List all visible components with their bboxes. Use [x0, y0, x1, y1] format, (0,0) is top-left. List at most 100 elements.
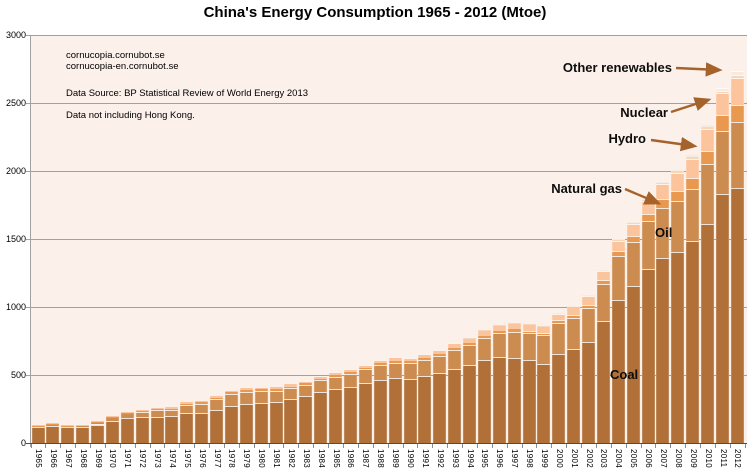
x-axis-line [26, 443, 747, 444]
label-nuclear: Nuclear [620, 105, 668, 120]
bar-segment-1985-hydro [329, 372, 343, 376]
bar-segment-1972-oil [135, 411, 149, 418]
y-tick-3000 [26, 35, 30, 36]
bar-segment-1968-coal [76, 427, 90, 443]
bar-segment-1987-coal [358, 383, 372, 443]
bar-segment-2005-oil [626, 241, 640, 287]
x-tick [625, 444, 627, 448]
bar-segment-1997-coal [507, 358, 521, 443]
x-tick [253, 444, 255, 448]
bar-segment-1974-natural_gas [165, 408, 179, 410]
y-axis-label-2000: 2000 [5, 166, 26, 176]
bar-segment-1986-oil [343, 373, 357, 387]
bar-segment-1973-coal [150, 416, 164, 443]
bar-segment-1996-hydro [492, 324, 506, 331]
bar-segment-1982-natural_gas [284, 386, 298, 389]
bar-segment-2009-hydro [686, 158, 700, 178]
bar-segment-1994-hydro [463, 337, 477, 344]
bar-segment-1976-oil [195, 403, 209, 414]
bar-segment-1992-coal [433, 373, 447, 443]
x-axis-label-1988: 1988 [376, 449, 386, 468]
x-axis-label-1986: 1986 [346, 449, 356, 468]
x-tick [209, 444, 211, 448]
x-axis-label-2011: 2011 [718, 449, 728, 468]
gridline-1000 [30, 307, 747, 308]
x-axis-label-1974: 1974 [167, 449, 177, 468]
x-tick [670, 444, 672, 448]
bar-segment-1984-oil [314, 380, 328, 393]
bar-segment-1979-hydro [239, 388, 253, 390]
bar-segment-1987-hydro [358, 364, 372, 368]
bar-segment-2009-other_renewables [686, 155, 700, 157]
bar-segment-1995-natural_gas [477, 336, 491, 339]
x-tick [90, 444, 92, 448]
y-tick-2000 [26, 171, 30, 172]
bar-segment-1998-natural_gas [522, 330, 536, 334]
bar-segment-1995-oil [477, 338, 491, 361]
bar-segment-1965-hydro [31, 425, 45, 426]
x-tick [744, 444, 746, 448]
gridline-2000 [30, 171, 747, 172]
bar-segment-1997-oil [507, 331, 521, 359]
bar-segment-1970-hydro [105, 416, 119, 417]
bar-segment-2009-coal [686, 241, 700, 443]
x-tick [551, 444, 553, 448]
bar-segment-1980-natural_gas [254, 389, 268, 392]
bar-segment-1973-oil [150, 410, 164, 417]
bar-segment-2012-nuclear [730, 75, 744, 79]
x-axis-label-1985: 1985 [331, 449, 341, 468]
gridline-500 [30, 375, 747, 376]
y-tick-1000 [26, 307, 30, 308]
bar-segment-1967-oil [61, 425, 75, 428]
bar-segment-1969-hydro [91, 421, 105, 422]
x-tick [729, 444, 731, 448]
bar-segment-2001-coal [567, 349, 581, 443]
bar-segment-1995-hydro [477, 330, 491, 337]
x-tick [491, 444, 493, 448]
x-axis-label-1969: 1969 [93, 449, 103, 468]
bar-segment-2006-coal [641, 268, 655, 443]
x-axis-label-1978: 1978 [227, 449, 237, 468]
bar-segment-1993-hydro [448, 343, 462, 349]
bar-segment-2009-oil [686, 188, 700, 242]
bar-segment-1980-oil [254, 391, 268, 403]
bar-segment-1989-oil [388, 362, 402, 378]
bar-segment-2003-coal [596, 321, 610, 443]
bar-segment-2012-natural_gas [730, 104, 744, 123]
bar-segment-1990-coal [403, 378, 417, 443]
bar-segment-1984-hydro [314, 376, 328, 379]
x-tick [60, 444, 62, 448]
x-axis-label-1968: 1968 [78, 449, 88, 468]
bar-segment-1986-natural_gas [343, 372, 357, 374]
bar-segment-1997-natural_gas [507, 329, 521, 332]
bar-segment-2012-oil [730, 122, 744, 189]
x-axis-label-1965: 1965 [34, 449, 43, 468]
label-natural-gas: Natural gas [551, 181, 622, 196]
bar-segment-1986-coal [343, 386, 357, 443]
bar-segment-1999-natural_gas [537, 332, 551, 336]
x-tick [30, 444, 32, 448]
bar-segment-1983-hydro [299, 380, 313, 384]
bar-segment-1978-hydro [224, 390, 238, 393]
gridline-1500 [30, 239, 747, 240]
bar-segment-1990-natural_gas [403, 361, 417, 364]
bar-segment-2007-coal [656, 258, 670, 443]
x-axis-label-1971: 1971 [123, 449, 133, 468]
y-axis-label-3000: 3000 [5, 30, 26, 40]
x-axis-label-1983: 1983 [301, 449, 311, 468]
bar-segment-2002-coal [582, 341, 596, 443]
bar-segment-2004-nuclear [611, 238, 625, 241]
x-axis-label-1975: 1975 [182, 449, 192, 468]
x-tick [417, 444, 419, 448]
bar-segment-2011-oil [716, 130, 730, 194]
bar-segment-2012-other_renewables [730, 71, 744, 76]
bar-segment-1989-coal [388, 377, 402, 443]
bar-segment-1997-hydro [507, 323, 521, 330]
x-tick [655, 444, 657, 448]
x-axis-label-1996: 1996 [495, 449, 505, 468]
x-axis-label-1980: 1980 [257, 449, 267, 468]
bar-segment-2000-coal [552, 353, 566, 443]
x-axis-label-1984: 1984 [316, 449, 326, 468]
bar-segment-1998-oil [522, 333, 536, 361]
bar-segment-2000-nuclear [552, 313, 566, 314]
